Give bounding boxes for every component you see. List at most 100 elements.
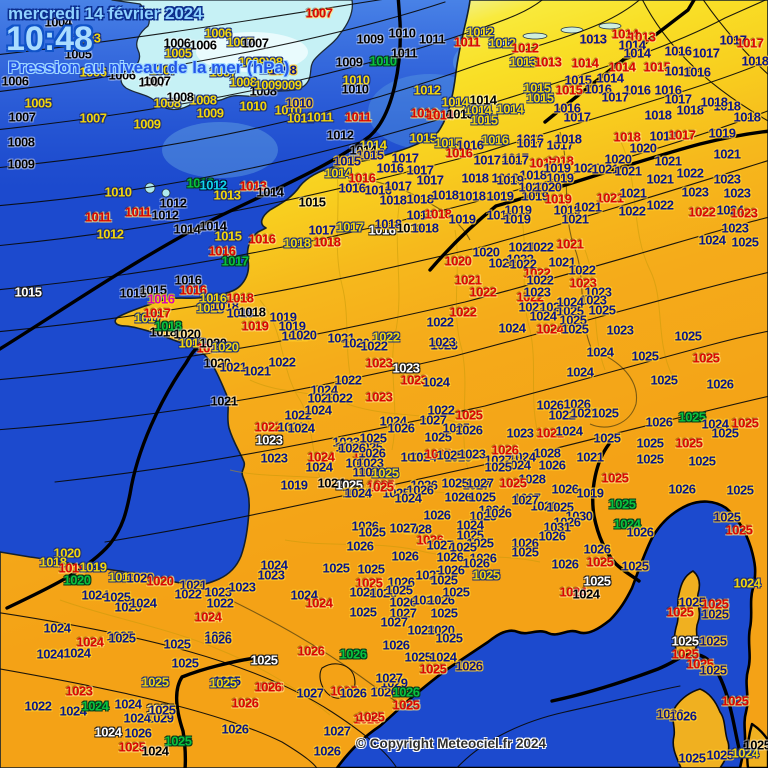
pressure-label: 1023 bbox=[458, 446, 486, 462]
pressure-label: 1014 bbox=[426, 107, 454, 123]
pressure-label: 1019 bbox=[448, 211, 476, 227]
pressure-label: 1024 bbox=[141, 743, 169, 759]
england-inner-highlight bbox=[196, 32, 308, 72]
pressure-label: 1023 bbox=[204, 584, 232, 600]
pressure-label: 1024 bbox=[559, 584, 587, 600]
pressure-label: 1026 bbox=[351, 518, 379, 534]
pressure-label: 1026 bbox=[511, 535, 539, 551]
pressure-label: 1026 bbox=[339, 685, 367, 701]
pressure-label: 1024 bbox=[498, 320, 526, 336]
pressure-label: 1016 bbox=[338, 180, 366, 196]
pressure-label: 1017 bbox=[308, 222, 336, 238]
pressure-label: 1018 bbox=[424, 206, 452, 222]
pressure-label: 1024 bbox=[59, 703, 87, 719]
pressure-label: 1007 bbox=[226, 34, 254, 50]
pressure-label: 1025 bbox=[725, 522, 753, 538]
pressure-label: 1025 bbox=[699, 662, 727, 678]
pressure-label: 1025 bbox=[435, 630, 463, 646]
pressure-label: 1026 bbox=[444, 489, 472, 505]
pressure-label: 1024 bbox=[307, 449, 335, 465]
pressure-label: 1026 bbox=[389, 594, 417, 610]
pressure-label: 1019 bbox=[196, 340, 224, 356]
pressure-label: 1021 bbox=[596, 190, 624, 206]
pressure-label: 1022 bbox=[426, 314, 454, 330]
pressure-label: 1019 bbox=[553, 202, 581, 218]
pressure-label: 1016 bbox=[623, 82, 651, 98]
pressure-label: 1025 bbox=[419, 661, 447, 677]
pressure-label: 1019 bbox=[486, 188, 514, 204]
pressure-label: 1006 bbox=[108, 67, 136, 83]
pressure-label: 1007 bbox=[149, 62, 177, 78]
pressure-label: 1018 bbox=[154, 318, 182, 334]
pressure-label: 1027 bbox=[570, 405, 598, 421]
pressure-label: 1023 bbox=[579, 292, 607, 308]
pressure-label: 1016 bbox=[348, 170, 376, 186]
pressure-label: 1022 bbox=[518, 299, 546, 315]
pressure-label: 1024 bbox=[555, 423, 583, 439]
pressure-label: 1026 bbox=[469, 550, 497, 566]
pressure-label: 1020 bbox=[281, 328, 309, 344]
pressure-label: 1018 bbox=[313, 234, 341, 250]
pressure-label: 1016 bbox=[664, 63, 692, 79]
pressure-label: 1023 bbox=[430, 337, 458, 353]
pressure-label: 1025 bbox=[456, 527, 484, 543]
pressure-label: 1026 bbox=[656, 706, 684, 722]
pressure-label: 1021 bbox=[713, 146, 741, 162]
pressure-label: 1021 bbox=[508, 239, 536, 255]
pressure-label: 1024 bbox=[701, 416, 729, 432]
pressure-label: 1025 bbox=[146, 701, 174, 717]
pressure-label: 1011 bbox=[453, 34, 481, 50]
pressure-label: 1019 bbox=[503, 211, 531, 227]
pressure-label: 1008 bbox=[189, 92, 217, 108]
pressure-label: 1024 bbox=[488, 255, 516, 271]
pressure-label: 1025 bbox=[636, 435, 664, 451]
pressure-label: 1015 bbox=[523, 80, 551, 96]
pressure-label: 1017 bbox=[692, 45, 720, 61]
pressure-label: 1023 bbox=[332, 434, 360, 450]
pressure-label: 1011 bbox=[390, 45, 418, 61]
pressure-label: 1016 bbox=[654, 82, 682, 98]
pressure-label: 1025 bbox=[444, 449, 472, 465]
pressure-label: 1026 bbox=[583, 541, 611, 557]
pressure-label: 1021 bbox=[561, 211, 589, 227]
pressure-label: 1015 bbox=[470, 112, 498, 128]
pressure-label: 1018 bbox=[211, 298, 239, 314]
pressure-label: 1018 bbox=[461, 170, 489, 186]
pressure-label: 1012 bbox=[326, 127, 354, 143]
pressure-label: 1014 bbox=[623, 45, 651, 61]
pressure-label: 1014 bbox=[469, 92, 497, 108]
pressure-label: 1024 bbox=[400, 449, 428, 465]
pressure-label: 1016 bbox=[584, 81, 612, 97]
pressure-label: 1026 bbox=[626, 524, 654, 540]
pressure-label: 1026 bbox=[370, 684, 398, 700]
pressure-label: 1020 bbox=[126, 570, 154, 586]
pressure-label: 1022 bbox=[334, 372, 362, 388]
pressure-label: 1019 bbox=[241, 318, 269, 334]
pressure-label: 1024 bbox=[352, 446, 380, 462]
pressure-label: 1018 bbox=[613, 129, 641, 145]
pressure-label: 1022 bbox=[568, 262, 596, 278]
pressure-label: 1024 bbox=[529, 308, 557, 324]
pressure-label: 1025 bbox=[675, 435, 703, 451]
pressure-label: 1010 bbox=[104, 184, 132, 200]
pressure-label: 1022 bbox=[174, 586, 202, 602]
region-borders bbox=[59, 139, 673, 716]
pressure-label: 1014 bbox=[464, 102, 492, 118]
pressure-label: 1015 bbox=[409, 130, 437, 146]
pressure-label: 1025 bbox=[372, 465, 400, 481]
pressure-label: 1023 bbox=[65, 683, 93, 699]
pressure-label: 1020 bbox=[63, 572, 91, 588]
pressure-label: 1025 bbox=[472, 567, 500, 583]
pressure-label: 1023 bbox=[452, 447, 480, 463]
pressure-label: 1025 bbox=[671, 646, 699, 662]
pressure-label: 1022 bbox=[268, 354, 296, 370]
island bbox=[487, 40, 513, 48]
pressure-label: 1019 bbox=[521, 188, 549, 204]
pressure-label: 1025 bbox=[469, 508, 497, 524]
pressure-label: 1007 bbox=[241, 35, 269, 51]
pressure-label: 1022 bbox=[469, 284, 497, 300]
copyright-text: © Copyright Meteociel.fr 2024 bbox=[356, 736, 546, 751]
pressure-label: 1026 bbox=[563, 396, 591, 412]
pressure-label: 1014 bbox=[441, 94, 469, 110]
